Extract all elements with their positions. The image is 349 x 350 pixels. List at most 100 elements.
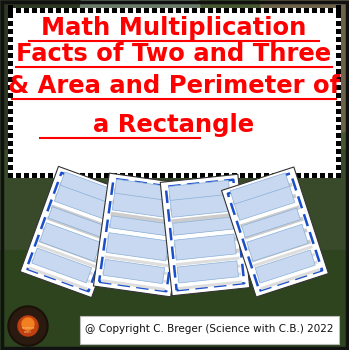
Polygon shape (110, 212, 174, 225)
Bar (8, 45, 13, 50)
Bar (48, 8, 53, 13)
Bar (336, 173, 341, 178)
Polygon shape (230, 173, 290, 204)
Bar (104, 173, 109, 178)
Polygon shape (255, 253, 315, 275)
Circle shape (10, 308, 46, 344)
Bar (8, 13, 13, 18)
Bar (8, 149, 13, 154)
Bar (312, 173, 317, 178)
Bar (336, 85, 341, 90)
Bar (120, 8, 125, 13)
Bar (152, 8, 157, 13)
Bar (248, 8, 253, 13)
Bar (336, 141, 341, 146)
Bar (64, 8, 69, 13)
Circle shape (18, 316, 38, 336)
Bar (320, 8, 325, 13)
Polygon shape (177, 272, 242, 282)
Bar (168, 173, 173, 178)
Bar (120, 173, 125, 178)
Polygon shape (170, 193, 232, 217)
Bar (304, 8, 309, 13)
Bar (80, 173, 85, 178)
Bar (328, 8, 333, 13)
Polygon shape (247, 224, 308, 261)
Polygon shape (200, 0, 349, 190)
Bar (224, 173, 229, 178)
Bar (256, 8, 261, 13)
Bar (312, 8, 317, 13)
Bar (104, 8, 109, 13)
Polygon shape (103, 259, 165, 284)
Text: a Rectangle: a Rectangle (94, 113, 254, 137)
Bar (80, 8, 85, 13)
Polygon shape (94, 173, 187, 297)
Bar (336, 77, 341, 82)
Bar (8, 77, 13, 82)
Bar (336, 53, 341, 58)
Polygon shape (177, 265, 240, 274)
Bar (280, 8, 285, 13)
Polygon shape (260, 268, 320, 290)
Bar (176, 173, 181, 178)
Bar (0, 150, 349, 350)
Polygon shape (247, 228, 307, 251)
Bar (8, 85, 13, 90)
Bar (8, 93, 13, 98)
Bar (208, 173, 213, 178)
Bar (336, 157, 341, 162)
Polygon shape (20, 166, 130, 298)
Polygon shape (112, 192, 174, 218)
Bar (8, 101, 13, 106)
Polygon shape (106, 233, 169, 261)
Bar (8, 53, 13, 58)
Polygon shape (112, 200, 176, 213)
Polygon shape (0, 0, 80, 170)
Polygon shape (175, 248, 239, 259)
Polygon shape (173, 217, 233, 235)
Polygon shape (34, 251, 93, 275)
Polygon shape (32, 248, 92, 283)
Circle shape (22, 318, 34, 330)
Polygon shape (174, 234, 236, 260)
Bar (280, 173, 285, 178)
Bar (336, 45, 341, 50)
Bar (200, 8, 205, 13)
Bar (0, 250, 349, 350)
Bar (64, 173, 69, 178)
Bar (296, 173, 301, 178)
Bar (24, 173, 29, 178)
Bar (336, 13, 341, 18)
Bar (112, 173, 117, 178)
Polygon shape (114, 188, 178, 201)
Bar (8, 37, 13, 42)
Bar (336, 21, 341, 26)
Bar (168, 8, 173, 13)
Polygon shape (28, 266, 88, 290)
Bar (56, 8, 61, 13)
Bar (336, 101, 341, 106)
Bar (200, 173, 205, 178)
Bar (128, 173, 133, 178)
Polygon shape (178, 280, 242, 290)
Polygon shape (107, 236, 171, 248)
Polygon shape (31, 259, 90, 283)
Bar (8, 5, 13, 10)
Bar (184, 8, 189, 13)
Bar (184, 173, 189, 178)
Bar (8, 157, 13, 162)
Bar (264, 8, 269, 13)
Bar (240, 8, 245, 13)
Bar (328, 173, 333, 178)
Bar (8, 109, 13, 114)
Bar (40, 173, 45, 178)
Polygon shape (236, 194, 296, 217)
Polygon shape (260, 0, 349, 150)
Bar (96, 173, 101, 178)
Polygon shape (101, 279, 165, 291)
Bar (160, 8, 165, 13)
Bar (336, 37, 341, 42)
Polygon shape (174, 237, 238, 247)
Bar (216, 173, 221, 178)
